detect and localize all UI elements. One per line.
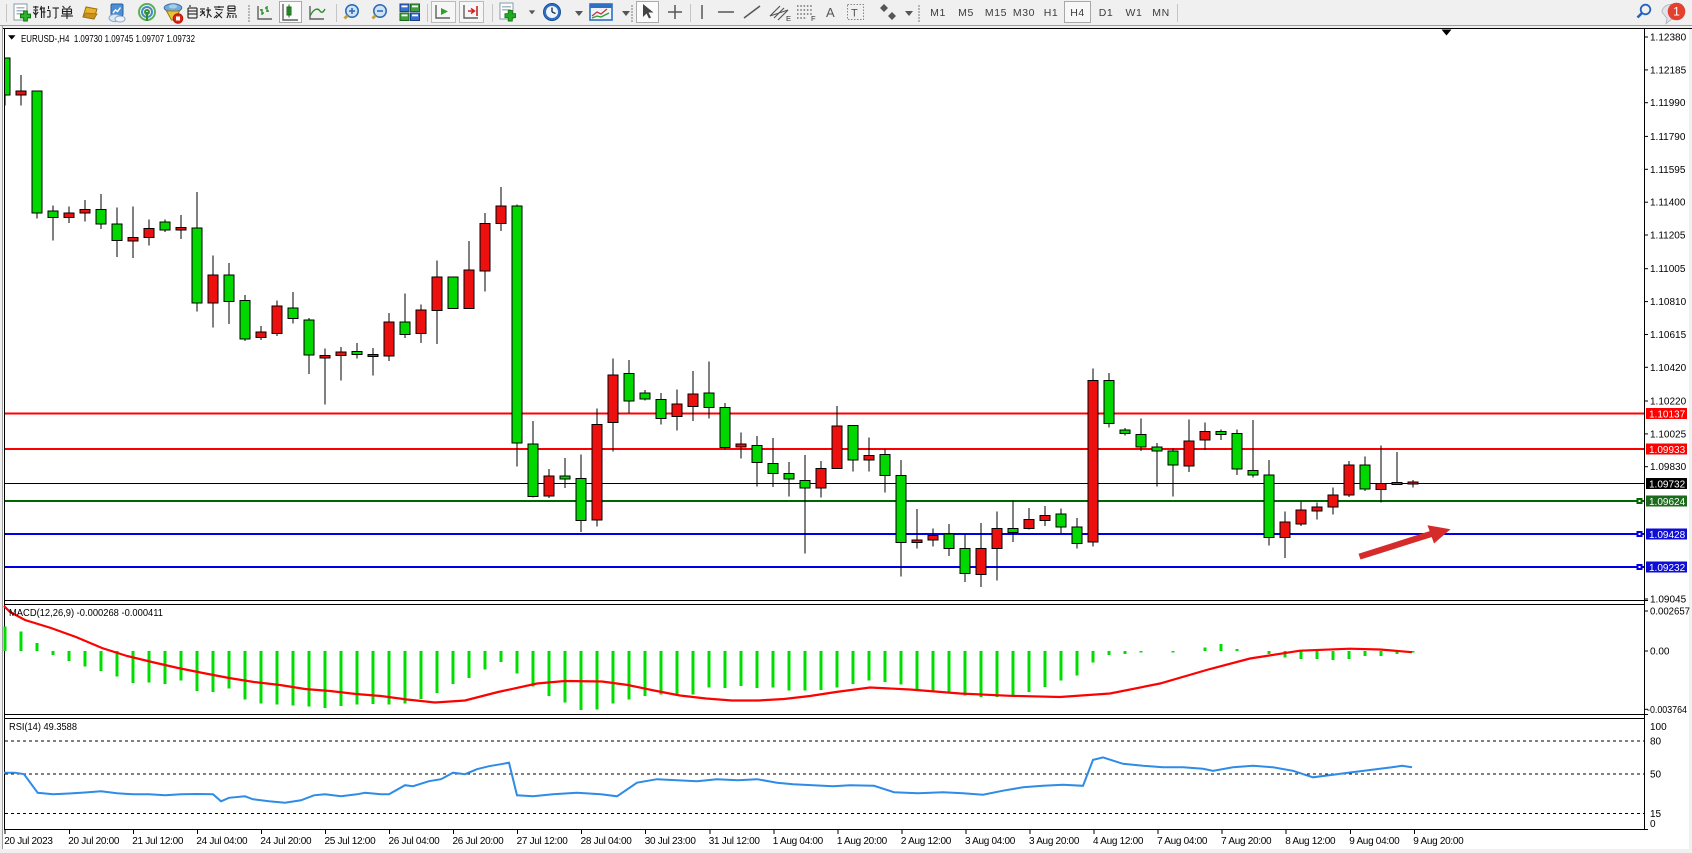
svg-text:RSI(14) 49.3588: RSI(14) 49.3588	[9, 722, 77, 733]
svg-text:1.10025: 1.10025	[1650, 429, 1687, 440]
svg-text:1.11005: 1.11005	[1650, 264, 1686, 275]
svg-text:1.10220: 1.10220	[1650, 397, 1687, 408]
svg-text:3 Aug 04:00: 3 Aug 04:00	[965, 836, 1016, 847]
svg-text:1.09624: 1.09624	[1649, 497, 1686, 508]
svg-text:1.10420: 1.10420	[1650, 363, 1687, 374]
svg-text:1.09933: 1.09933	[1649, 445, 1686, 456]
svg-text:24 Jul 04:00: 24 Jul 04:00	[196, 836, 248, 847]
svg-text:1 Aug 04:00: 1 Aug 04:00	[773, 836, 824, 847]
svg-text:M1: M1	[930, 7, 946, 19]
svg-text:1.11400: 1.11400	[1650, 198, 1686, 209]
svg-text:26 Jul 04:00: 26 Jul 04:00	[389, 836, 441, 847]
svg-text:100: 100	[1650, 722, 1667, 733]
svg-text:1.09045: 1.09045	[1650, 595, 1687, 606]
svg-text:1 Aug 20:00: 1 Aug 20:00	[837, 836, 888, 847]
svg-text:4 Aug 12:00: 4 Aug 12:00	[1093, 836, 1144, 847]
svg-text:E: E	[786, 14, 791, 23]
svg-text:20 Jul 2023: 20 Jul 2023	[4, 836, 53, 847]
svg-text:M15: M15	[985, 7, 1007, 19]
svg-text:A: A	[826, 5, 835, 20]
svg-text:1.11205: 1.11205	[1650, 231, 1686, 242]
svg-text:0.002657: 0.002657	[1650, 607, 1690, 618]
svg-text:1.09428: 1.09428	[1649, 530, 1686, 541]
svg-text:T: T	[851, 8, 858, 20]
svg-text:H1: H1	[1044, 7, 1059, 19]
svg-text:MN: MN	[1152, 7, 1170, 19]
svg-text:7 Aug 04:00: 7 Aug 04:00	[1157, 836, 1208, 847]
svg-text:2 Aug 12:00: 2 Aug 12:00	[901, 836, 952, 847]
svg-text:15: 15	[1650, 809, 1662, 820]
svg-text:EURUSD-,H4 1.09730 1.09745 1.: EURUSD-,H4 1.09730 1.09745 1.09707 1.097…	[21, 33, 195, 45]
svg-text:80: 80	[1650, 737, 1662, 748]
svg-text:1: 1	[1673, 5, 1680, 19]
svg-text:31 Jul 12:00: 31 Jul 12:00	[709, 836, 761, 847]
svg-text:8 Aug 12:00: 8 Aug 12:00	[1285, 836, 1336, 847]
svg-text:3 Aug 20:00: 3 Aug 20:00	[1029, 836, 1080, 847]
svg-text:20 Jul 20:00: 20 Jul 20:00	[68, 836, 120, 847]
svg-text:25 Jul 12:00: 25 Jul 12:00	[324, 836, 376, 847]
svg-text:M30: M30	[1013, 7, 1035, 19]
svg-text:1.09232: 1.09232	[1649, 563, 1686, 574]
svg-text:1.11595: 1.11595	[1650, 165, 1686, 176]
svg-text:9 Aug 20:00: 9 Aug 20:00	[1413, 836, 1464, 847]
svg-text:9 Aug 04:00: 9 Aug 04:00	[1349, 836, 1400, 847]
svg-text:F: F	[811, 14, 816, 23]
svg-text:-0.003764: -0.003764	[1647, 705, 1687, 716]
svg-text:1.12380: 1.12380	[1650, 33, 1687, 44]
svg-text:D1: D1	[1099, 7, 1114, 19]
svg-text:1.11790: 1.11790	[1650, 132, 1686, 143]
svg-text:M5: M5	[958, 7, 974, 19]
svg-text:27 Jul 12:00: 27 Jul 12:00	[517, 836, 569, 847]
svg-text:1.12185: 1.12185	[1650, 65, 1687, 76]
svg-text:24 Jul 20:00: 24 Jul 20:00	[260, 836, 312, 847]
svg-text:30 Jul 23:00: 30 Jul 23:00	[645, 836, 697, 847]
svg-text:1.10615: 1.10615	[1650, 330, 1687, 341]
svg-text:W1: W1	[1126, 7, 1143, 19]
svg-text:MACD(12,26,9) -0.000268 -0.000: MACD(12,26,9) -0.000268 -0.000411	[9, 608, 163, 619]
svg-text:H4: H4	[1070, 7, 1085, 19]
svg-text:26 Jul 20:00: 26 Jul 20:00	[453, 836, 505, 847]
svg-text:1.09830: 1.09830	[1650, 462, 1687, 473]
svg-text:0: 0	[1650, 819, 1656, 830]
svg-text:7 Aug 20:00: 7 Aug 20:00	[1221, 836, 1272, 847]
svg-text:0.00: 0.00	[1650, 647, 1670, 658]
svg-text:21 Jul 12:00: 21 Jul 12:00	[132, 836, 184, 847]
svg-text:28 Jul 04:00: 28 Jul 04:00	[581, 836, 633, 847]
svg-text:1.10810: 1.10810	[1650, 297, 1687, 308]
svg-text:50: 50	[1650, 770, 1662, 781]
svg-text:1.09732: 1.09732	[1649, 479, 1686, 490]
svg-text:1.10137: 1.10137	[1649, 409, 1686, 420]
svg-text:1.11990: 1.11990	[1650, 98, 1686, 109]
